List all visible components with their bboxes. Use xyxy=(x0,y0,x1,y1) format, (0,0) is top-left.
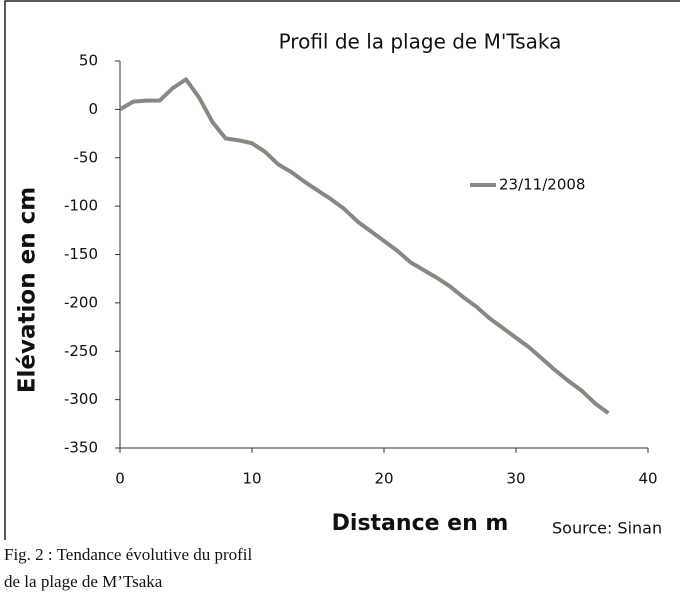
y-tick-label: -100 xyxy=(64,197,98,215)
caption-line: Fig. 2 : Tendance évolutive du profil xyxy=(4,545,253,564)
data-line xyxy=(118,77,610,415)
frame xyxy=(4,0,680,540)
y-tick-label: -200 xyxy=(64,293,98,311)
chart: Profil de la plage de M'Tsaka Elévation … xyxy=(4,0,680,540)
x-tick-label: 10 xyxy=(242,470,261,488)
chart-title: Profil de la plage de M'Tsaka xyxy=(279,30,562,54)
legend-label: 23/11/2008 xyxy=(499,176,585,194)
y-tick-label: -150 xyxy=(64,245,98,263)
source: Source: Sinan xyxy=(552,519,662,538)
x-tick-label: 30 xyxy=(506,470,525,488)
y-tick-label: -350 xyxy=(64,439,98,457)
y-tick-label: 0 xyxy=(88,100,98,118)
y-axis-label: Elévation en cm xyxy=(15,187,41,393)
x-axis-label: Distance en m xyxy=(332,511,509,536)
y-tick-label: -300 xyxy=(64,390,98,408)
x-tick-label: 20 xyxy=(374,470,393,488)
y-tick-label: -250 xyxy=(64,342,98,360)
y-tick-label: -50 xyxy=(74,148,99,166)
x-tick-label: 0 xyxy=(115,470,125,488)
caption-line: de la plage de M’Tsaka xyxy=(4,572,163,591)
y-tick-label: 50 xyxy=(79,52,98,70)
x-tick-label: 40 xyxy=(638,470,657,488)
